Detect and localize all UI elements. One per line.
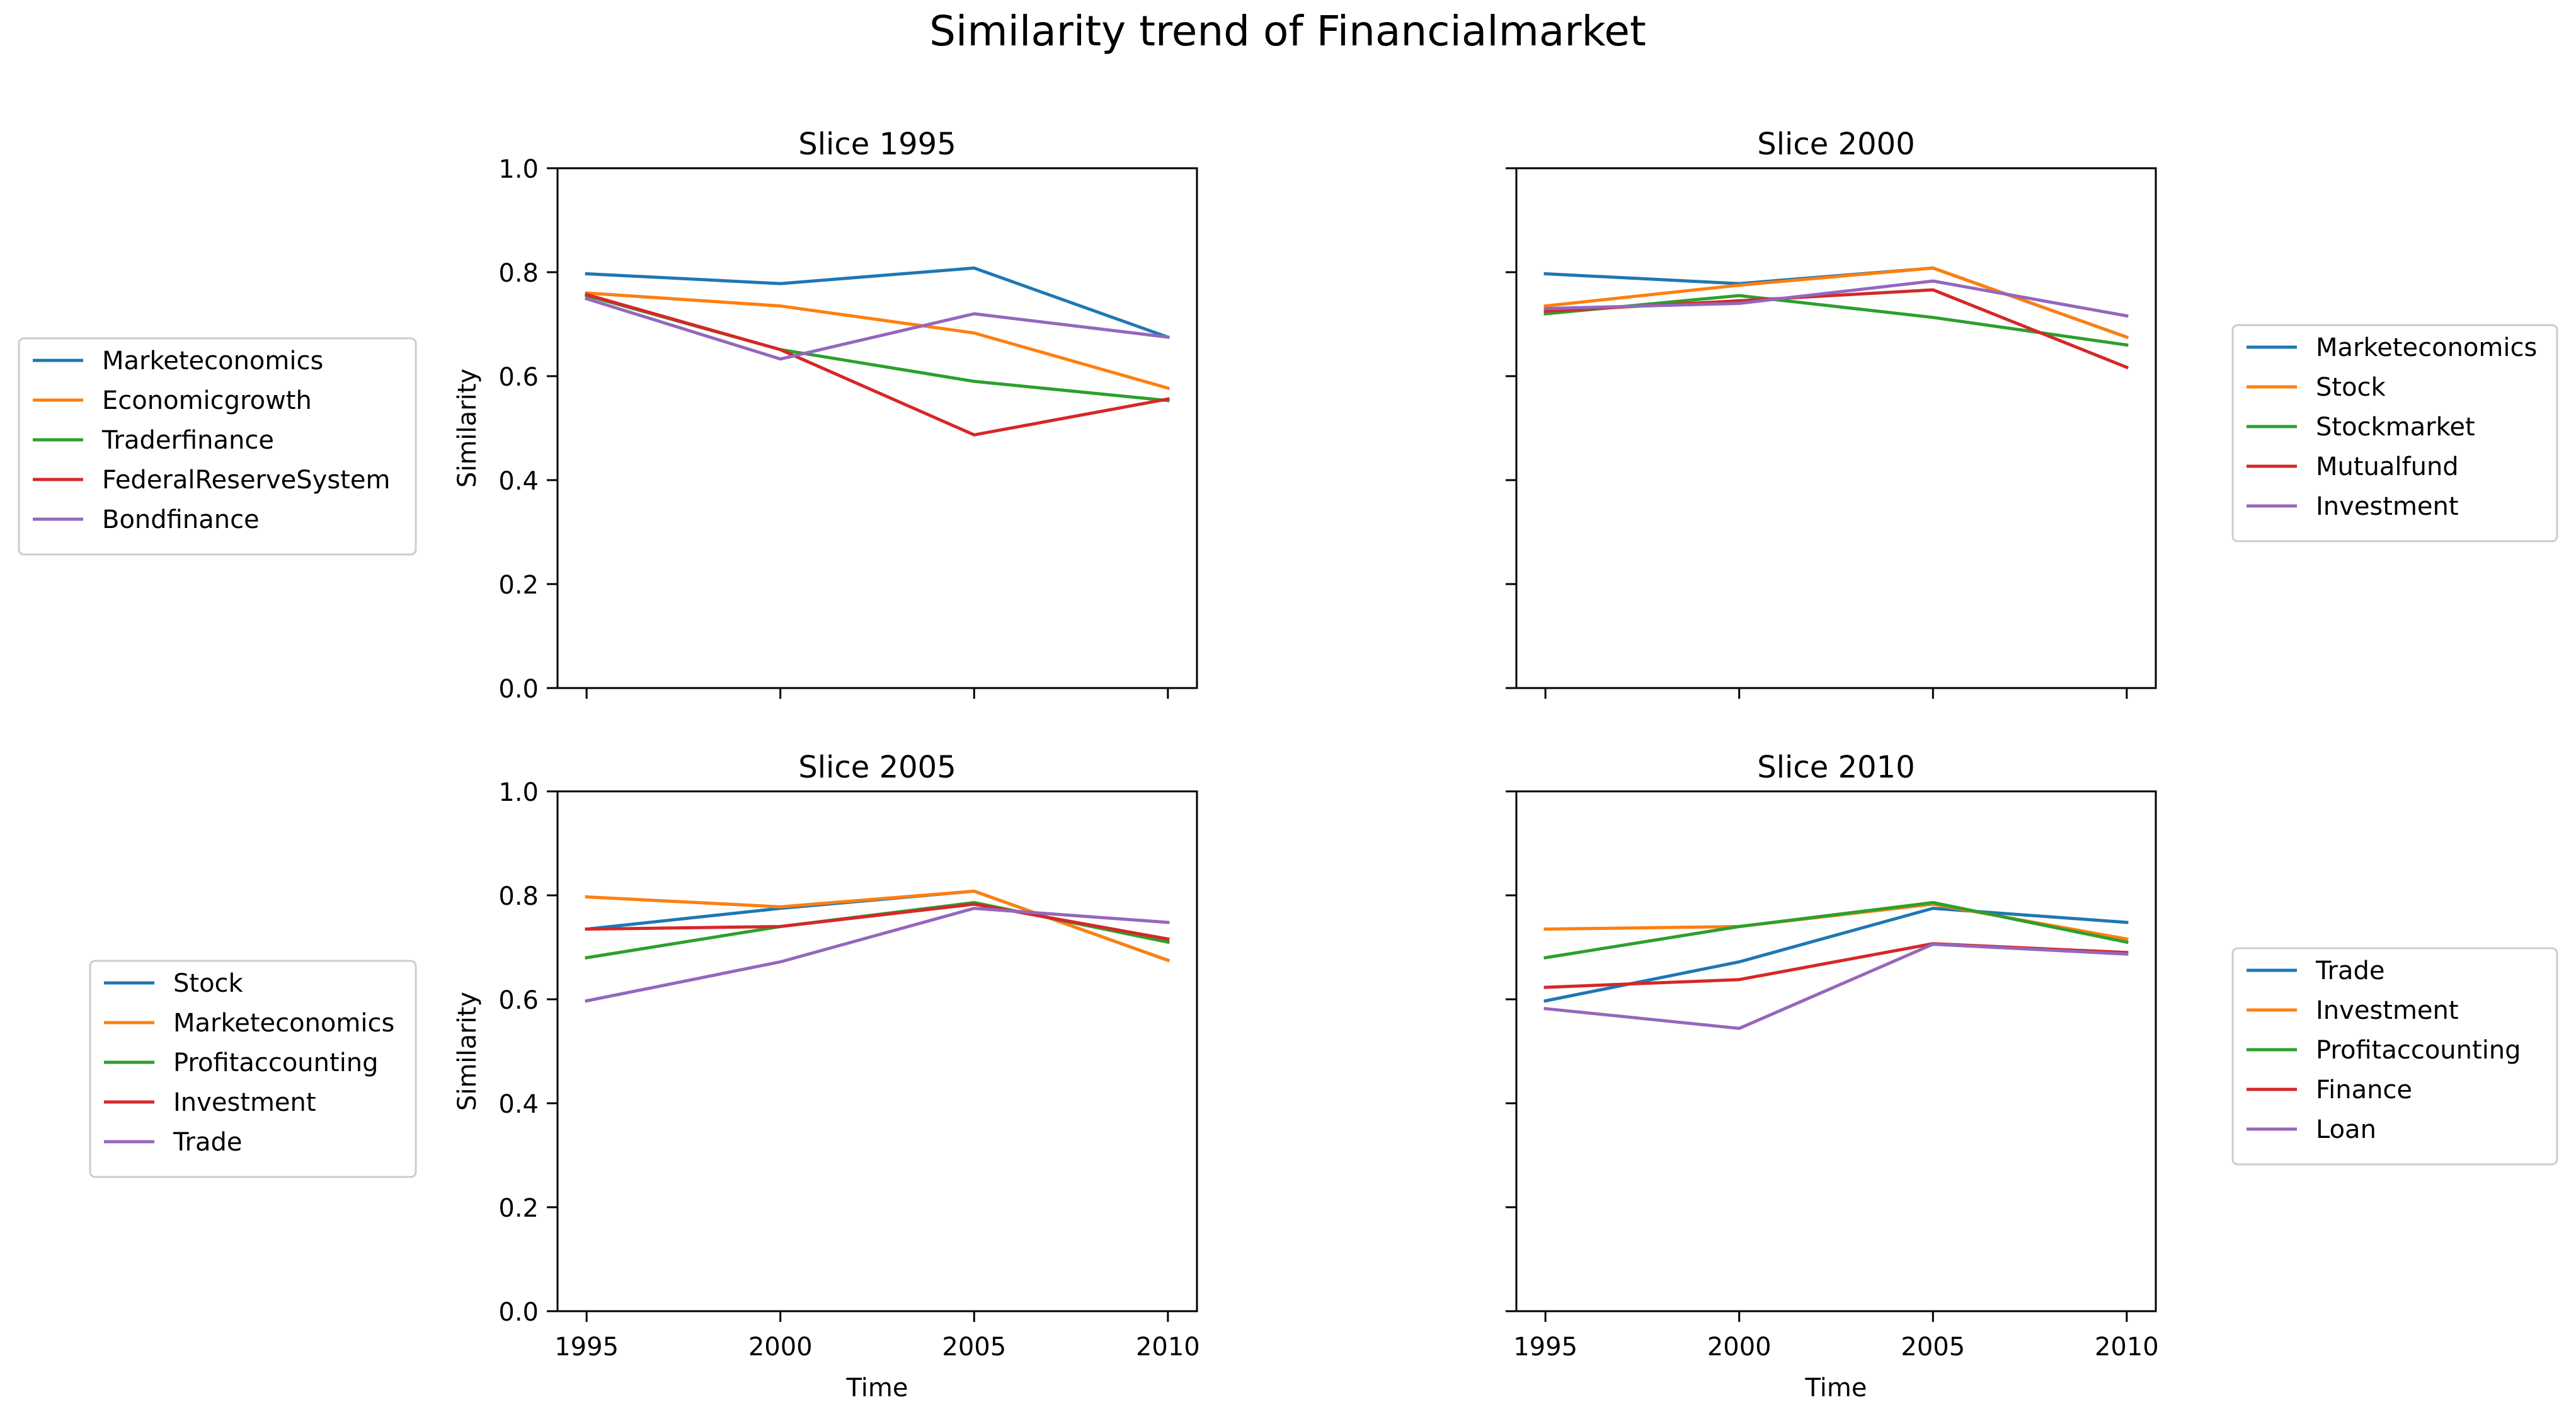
figure-title: Similarity trend of Financialmarket xyxy=(929,7,1646,55)
series-line-4 xyxy=(585,292,1170,437)
series-line-5 xyxy=(584,296,1170,361)
y-tick-label: 0.2 xyxy=(498,1194,539,1223)
legend-label: Traderfinance xyxy=(101,426,274,455)
x-tick-label: 2010 xyxy=(2095,1333,2159,1362)
x-tick-label: 2000 xyxy=(748,1333,813,1362)
legend-box xyxy=(2231,947,2558,1166)
series-line-2 xyxy=(585,889,1171,963)
series-line-1 xyxy=(585,266,1171,340)
y-tick-label: 1.0 xyxy=(498,155,539,184)
x-tick-label: 2005 xyxy=(1901,1333,1965,1362)
subplot-title: Slice 2000 xyxy=(1757,127,1915,162)
legend-box xyxy=(18,337,417,556)
legend-box xyxy=(2231,324,2558,542)
series-line-3 xyxy=(585,294,1170,403)
series-line-5 xyxy=(585,907,1170,1003)
y-tick-label: 0.6 xyxy=(498,986,539,1015)
legend-label: Loan xyxy=(2316,1115,2376,1144)
y-tick-label: 0.4 xyxy=(498,1090,539,1119)
legend-label: Trade xyxy=(2315,956,2385,985)
y-tick-label: 0.0 xyxy=(498,1298,539,1327)
legend-label: Trade xyxy=(173,1128,243,1157)
x-tick-label: 2005 xyxy=(942,1333,1006,1362)
legend-label: Profitaccounting xyxy=(2316,1036,2521,1065)
subplot-title: Slice 2010 xyxy=(1757,750,1915,785)
subplot-4: Slice 2010 1995 2000 2005 2010 Time Trade Inves… xyxy=(1506,750,2558,1403)
series-line-2 xyxy=(585,291,1170,391)
plot-frame xyxy=(556,790,1198,1312)
x-tick-label: 1995 xyxy=(1513,1333,1577,1362)
legend-label: Finance xyxy=(2316,1076,2412,1105)
x-tick-label: 2010 xyxy=(1136,1333,1200,1362)
subplot-2: Slice 2000 Marketeconomics Stock Stockmarke… xyxy=(1506,127,2558,699)
x-axis-label: Time xyxy=(1805,1374,1867,1403)
legend: Trade Investment Profitaccounting Finance Lo… xyxy=(2231,947,2558,1166)
legend: Marketeconomics Economicgrowth Traderfinan… xyxy=(18,337,417,556)
series-line-5 xyxy=(1543,943,2129,1030)
y-tick-label: 1.0 xyxy=(498,778,539,807)
legend-label: Stockmarket xyxy=(2316,413,2475,442)
y-tick-label: 0.8 xyxy=(498,882,539,911)
subplot-3: Slice 2005 0.0 0.2 0.4 0.6 0.8 1.0 1995 2000 2005… xyxy=(89,750,1200,1403)
legend-label: Investment xyxy=(2316,996,2459,1025)
legend-label: Marketeconomics xyxy=(2316,333,2537,362)
series-line-3 xyxy=(1543,901,2129,960)
x-axis-label: Time xyxy=(846,1374,908,1403)
y-axis-label: Similarity xyxy=(453,992,482,1111)
x-tick-label: 1995 xyxy=(554,1333,619,1362)
subplot-grid: Slice 1995 0.0 0.2 0.4 0.6 0.8 1.0 Similarity Ma… xyxy=(18,127,2558,1403)
subplot-title: Slice 2005 xyxy=(798,750,956,785)
series-line-3 xyxy=(1543,294,2129,347)
legend-label: Economicgrowth xyxy=(102,386,312,415)
y-tick-label: 0.0 xyxy=(498,675,539,704)
legend-label: Mutualfund xyxy=(2316,452,2459,481)
series-line-1 xyxy=(1543,907,2129,1003)
series-line-5 xyxy=(1543,279,2129,318)
legend-box xyxy=(89,960,417,1178)
legend: Marketeconomics Stock Stockmarket Mutualfun… xyxy=(2231,324,2558,542)
legend-label: Stock xyxy=(173,969,244,998)
legend-label: Bondfinance xyxy=(102,505,260,534)
plot-frame xyxy=(1515,167,2157,689)
legend-label: FederalReserveSystem xyxy=(102,466,390,495)
y-tick-label: 0.8 xyxy=(498,259,539,288)
plot-frame xyxy=(1515,790,2157,1312)
plot-frame xyxy=(556,167,1198,689)
legend: Stock Marketeconomics Profitaccounting Inve… xyxy=(89,960,417,1178)
legend-label: Stock xyxy=(2316,373,2386,402)
series-line-2 xyxy=(1543,266,2129,340)
legend-label: Investment xyxy=(173,1088,316,1117)
y-tick-label: 0.2 xyxy=(498,571,539,600)
legend-label: Marketeconomics xyxy=(173,1009,394,1038)
y-tick-label: 0.4 xyxy=(498,467,539,496)
legend-label: Marketeconomics xyxy=(102,347,323,376)
legend-label: Investment xyxy=(2316,492,2459,521)
legend-label: Profitaccounting xyxy=(173,1048,379,1077)
y-tick-label: 0.6 xyxy=(498,363,539,392)
series-line-4 xyxy=(585,902,1170,941)
x-tick-label: 2000 xyxy=(1707,1333,1772,1362)
subplot-1: Slice 1995 0.0 0.2 0.4 0.6 0.8 1.0 Similarity Ma… xyxy=(18,127,1198,704)
y-axis-label: Similarity xyxy=(453,369,482,488)
series-line-1 xyxy=(1543,266,2129,340)
subplot-title: Slice 1995 xyxy=(798,127,956,162)
